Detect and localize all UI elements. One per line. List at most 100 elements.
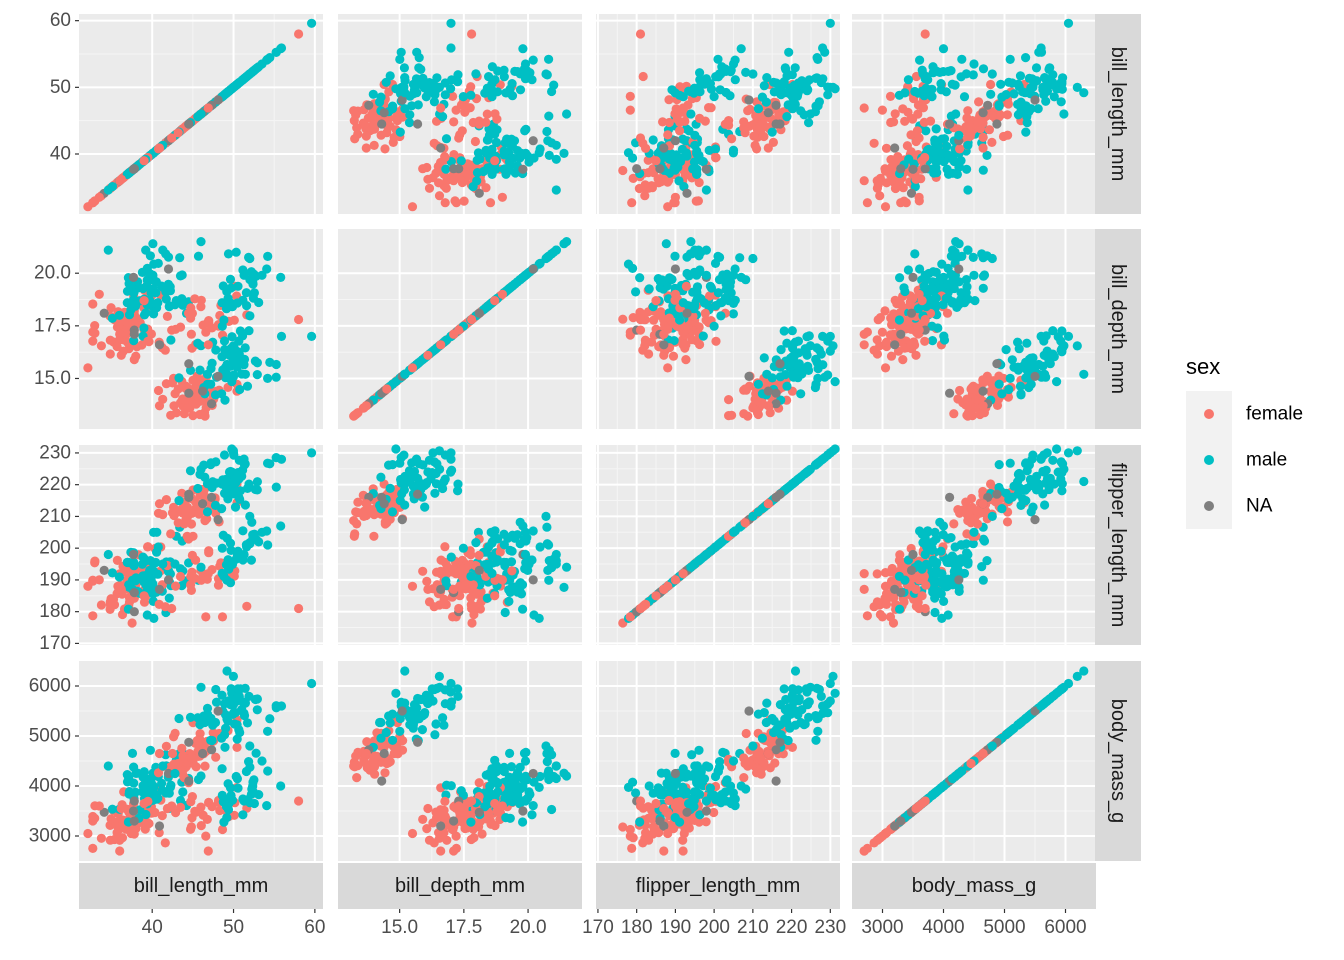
data-point-male xyxy=(223,779,233,789)
data-point-female xyxy=(978,401,988,411)
data-point-male xyxy=(388,101,398,111)
data-point-male xyxy=(1022,338,1032,348)
data-point-male xyxy=(728,59,739,69)
data-point-female xyxy=(881,599,892,610)
data-point-female xyxy=(763,143,773,153)
data-point-male xyxy=(825,448,835,458)
data-point-female xyxy=(749,131,759,141)
data-point-male xyxy=(920,549,930,560)
data-point-NA xyxy=(474,565,484,576)
data-point-male xyxy=(938,44,949,54)
data-point-female xyxy=(880,363,891,373)
data-point-female xyxy=(1002,517,1013,527)
data-point-male xyxy=(447,465,457,475)
data-point-female xyxy=(497,192,507,202)
data-point-male xyxy=(782,338,792,348)
data-point-female xyxy=(978,143,988,153)
data-point-female xyxy=(88,299,98,309)
data-point-male xyxy=(562,109,572,119)
data-point-male xyxy=(276,781,286,791)
data-point-male xyxy=(224,86,235,96)
data-point-female xyxy=(859,176,869,186)
data-point-male xyxy=(145,745,155,755)
data-point-male xyxy=(674,176,684,186)
data-point-male xyxy=(493,534,503,544)
data-point-female xyxy=(434,178,444,188)
data-point-NA xyxy=(775,119,785,129)
data-point-male xyxy=(399,485,409,495)
data-point-male xyxy=(813,373,823,383)
data-point-female xyxy=(492,114,502,124)
data-point-male xyxy=(174,373,184,383)
data-point-male xyxy=(231,247,241,257)
data-point-male xyxy=(249,798,259,809)
data-point-female xyxy=(359,120,369,130)
data-point-male xyxy=(276,454,287,464)
data-point-female xyxy=(963,411,973,421)
data-point-NA xyxy=(528,264,538,274)
data-point-male xyxy=(937,134,947,144)
data-point-female xyxy=(704,291,715,301)
data-point-male xyxy=(1022,365,1032,375)
data-point-male xyxy=(957,540,967,550)
data-point-male xyxy=(271,482,281,492)
data-point-female xyxy=(217,612,228,622)
data-point-male xyxy=(438,483,448,494)
data-point-female xyxy=(112,828,122,838)
data-point-male xyxy=(695,68,705,78)
data-point-male xyxy=(551,185,561,195)
data-point-NA xyxy=(129,588,139,598)
data-point-female xyxy=(668,351,679,361)
data-point-NA xyxy=(945,388,955,398)
data-point-female xyxy=(658,117,668,127)
data-point-male xyxy=(512,586,523,597)
data-point-female xyxy=(180,506,190,516)
data-point-male xyxy=(242,381,253,391)
data-point-male xyxy=(238,526,248,536)
data-point-male xyxy=(1039,86,1049,96)
data-point-male xyxy=(229,370,239,380)
data-point-male xyxy=(910,249,920,259)
data-point-male xyxy=(265,714,275,724)
data-point-female xyxy=(202,814,212,825)
data-point-female xyxy=(424,183,435,193)
data-point-male xyxy=(534,613,544,624)
data-point-male xyxy=(1007,492,1017,502)
data-point-male xyxy=(544,575,554,585)
data-point-male xyxy=(939,157,949,167)
data-point-female xyxy=(188,375,198,385)
data-point-male xyxy=(232,774,242,784)
data-point-female xyxy=(450,196,460,206)
data-point-male xyxy=(728,148,739,158)
data-point-female xyxy=(880,166,891,176)
data-point-male xyxy=(959,92,970,102)
data-point-male xyxy=(963,559,973,569)
data-point-female xyxy=(88,336,98,346)
data-point-female xyxy=(681,281,692,291)
data-point-male xyxy=(223,249,234,259)
data-point-female xyxy=(635,133,646,143)
data-point-female xyxy=(467,314,477,325)
data-point-male xyxy=(482,593,492,603)
data-point-NA xyxy=(771,388,781,398)
data-point-male xyxy=(149,527,159,538)
data-point-female xyxy=(966,128,976,138)
data-point-female xyxy=(635,325,646,335)
data-point-male xyxy=(400,88,410,98)
data-point-female xyxy=(439,599,449,610)
data-point-male xyxy=(242,301,252,311)
data-point-male xyxy=(947,79,957,89)
data-point-female xyxy=(670,575,681,585)
data-point-male xyxy=(219,336,230,346)
data-point-male xyxy=(164,593,174,603)
data-point-male xyxy=(499,150,509,160)
data-point-female xyxy=(651,156,661,166)
data-point-female xyxy=(482,109,492,119)
data-point-male xyxy=(500,607,510,618)
data-point-male xyxy=(177,270,187,280)
data-point-male xyxy=(466,90,476,100)
data-point-NA xyxy=(632,164,642,174)
data-point-male xyxy=(1021,357,1031,367)
data-point-female xyxy=(167,748,178,759)
data-point-female xyxy=(203,340,213,350)
